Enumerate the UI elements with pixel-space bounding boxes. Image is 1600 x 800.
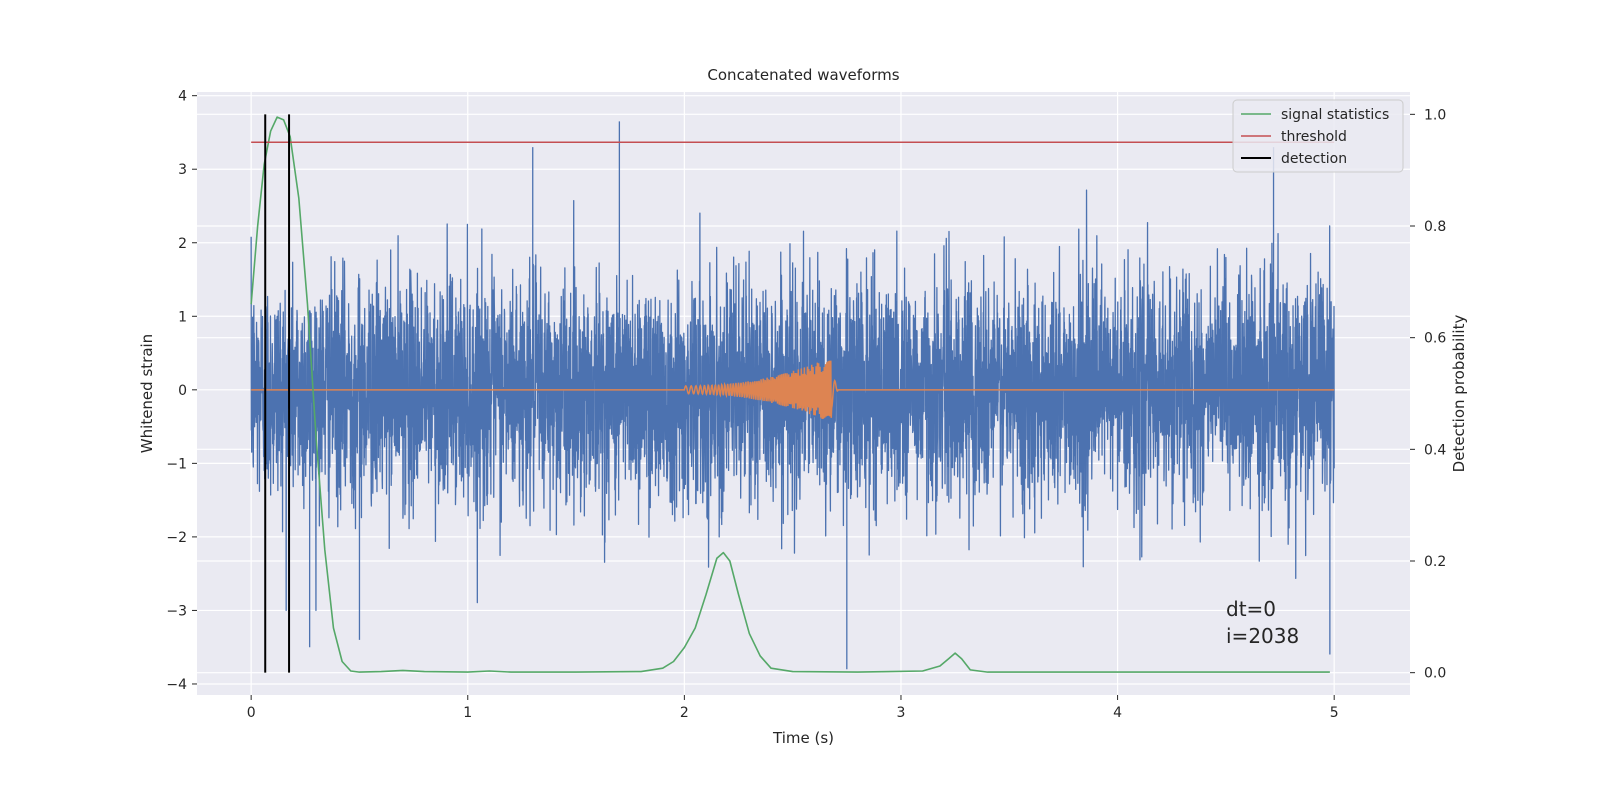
legend-label-signal-statistics: signal statistics — [1281, 107, 1389, 123]
chart-title: Concatenated waveforms — [707, 66, 899, 84]
legend-label-detection: detection — [1281, 151, 1347, 167]
plot-lines — [250, 114, 1335, 673]
series-signal-statistics — [250, 116, 1330, 673]
annotation-dt: dt=0 — [1226, 597, 1276, 621]
y2-tick-label: 0.8 — [1424, 219, 1446, 235]
y-tick-label: 4 — [178, 89, 187, 105]
x-tick-label: 0 — [247, 705, 256, 721]
y-tick-label: −4 — [166, 677, 187, 693]
y-axis-label: Whitened strain — [138, 334, 156, 453]
legend: signal statistics threshold detection — [1232, 99, 1404, 173]
y2-tick-label: 1.0 — [1424, 107, 1446, 123]
series-whitened-strain — [250, 121, 1335, 670]
legend-box — [1232, 99, 1404, 173]
series-injected-waveform — [251, 360, 1335, 419]
y2-tick-label: 0.6 — [1424, 331, 1446, 347]
y2-axis-label: Detection probability — [1450, 315, 1468, 473]
x-tick-label: 5 — [1330, 705, 1339, 721]
y2-tick-label: 0.2 — [1424, 554, 1446, 570]
x-tick-label: 3 — [897, 705, 906, 721]
y-tick-label: 3 — [178, 162, 187, 178]
x-axis-label: Time (s) — [772, 729, 834, 747]
ticks: 0 1 2 3 4 5 −4 −3 −2 −1 0 1 2 3 4 0.0 0.2 0.4 0.6 0.8 1.0 — [166, 89, 1446, 721]
x-tick-label: 2 — [680, 705, 689, 721]
y-tick-label: −1 — [166, 456, 187, 472]
y-tick-label: 2 — [178, 236, 187, 252]
x-tick-label: 1 — [463, 705, 472, 721]
legend-label-threshold: threshold — [1281, 129, 1347, 145]
y-tick-label: −3 — [166, 603, 187, 619]
annotation-index: i=2038 — [1226, 624, 1299, 648]
y2-tick-label: 0.0 — [1424, 666, 1446, 682]
y-tick-label: 0 — [178, 383, 187, 399]
y-tick-label: −2 — [166, 530, 187, 546]
y2-tick-label: 0.4 — [1424, 442, 1446, 458]
x-tick-label: 4 — [1113, 705, 1122, 721]
y-tick-label: 1 — [178, 309, 187, 325]
